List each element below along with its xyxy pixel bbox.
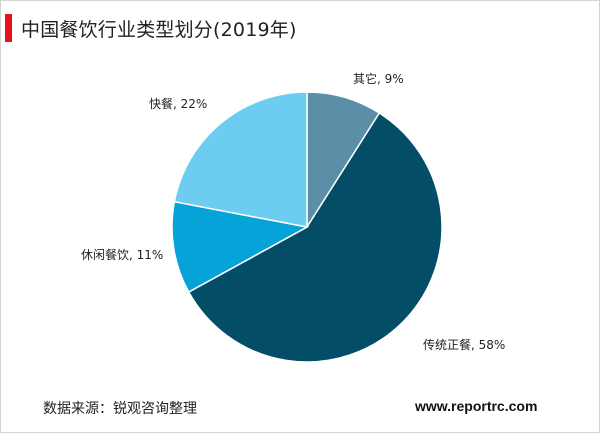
slice-label-fast-food: 快餐, 22% xyxy=(149,96,207,111)
slice-label-traditional-dining: 传统正餐, 58% xyxy=(423,337,505,352)
pie-slice-traditional-dining xyxy=(187,111,443,363)
slice-label-other: 其它, 9% xyxy=(353,71,404,86)
slice-label-casual-dining: 休闲餐饮, 11% xyxy=(81,247,163,262)
pie-slice-casual-dining xyxy=(171,200,310,294)
website-watermark: www.reportrc.com xyxy=(415,398,538,414)
pie-labels: 其它, 9% 传统正餐, 58% 休闲餐饮, 11% 快餐, 22% xyxy=(81,71,505,352)
pie-slice-fast-food xyxy=(173,91,308,228)
data-source-note: 数据来源：锐观咨询整理 xyxy=(43,401,197,417)
chart-title: 中国餐饮行业类型划分(2019年) xyxy=(21,19,297,41)
pie-slices xyxy=(171,91,443,363)
title-accent-bar xyxy=(5,14,12,42)
